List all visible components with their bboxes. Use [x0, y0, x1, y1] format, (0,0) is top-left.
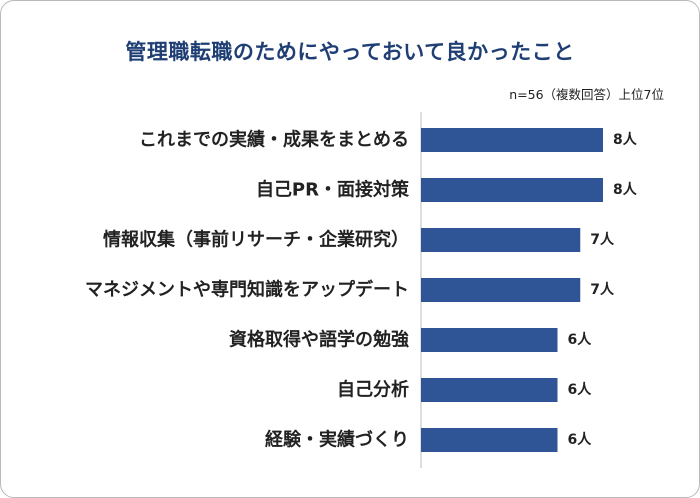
bar [421, 178, 603, 202]
value-label: 8人 [613, 131, 638, 148]
chart-title: 管理職転職のためにやっておいて良かったこと [125, 40, 575, 64]
category-label: これまでの実績・成果をまとめる [139, 129, 409, 151]
category-label: 資格取得や語学の勉強 [229, 329, 409, 351]
value-label: 7人 [590, 281, 615, 298]
category-label: 自己PR・面接対策 [256, 179, 410, 201]
category-label: 経験・実績づくり [265, 429, 409, 451]
value-label: 6人 [568, 331, 593, 348]
chart-subtitle: n=56（複数回答）上位7位 [509, 87, 664, 102]
value-label: 6人 [568, 431, 593, 448]
bar [421, 328, 558, 352]
category-label: マネジメントや専門知識をアップデート [85, 279, 409, 301]
bar [421, 428, 558, 452]
value-label: 7人 [590, 231, 615, 248]
bar [421, 228, 581, 252]
value-label: 8人 [613, 181, 638, 198]
bar [421, 278, 581, 302]
category-label: 情報収集（事前リサーチ・企業研究） [103, 229, 409, 251]
value-label: 6人 [568, 381, 593, 398]
bar [421, 128, 603, 152]
category-label: 自己分析 [337, 379, 409, 401]
bar [421, 378, 558, 402]
